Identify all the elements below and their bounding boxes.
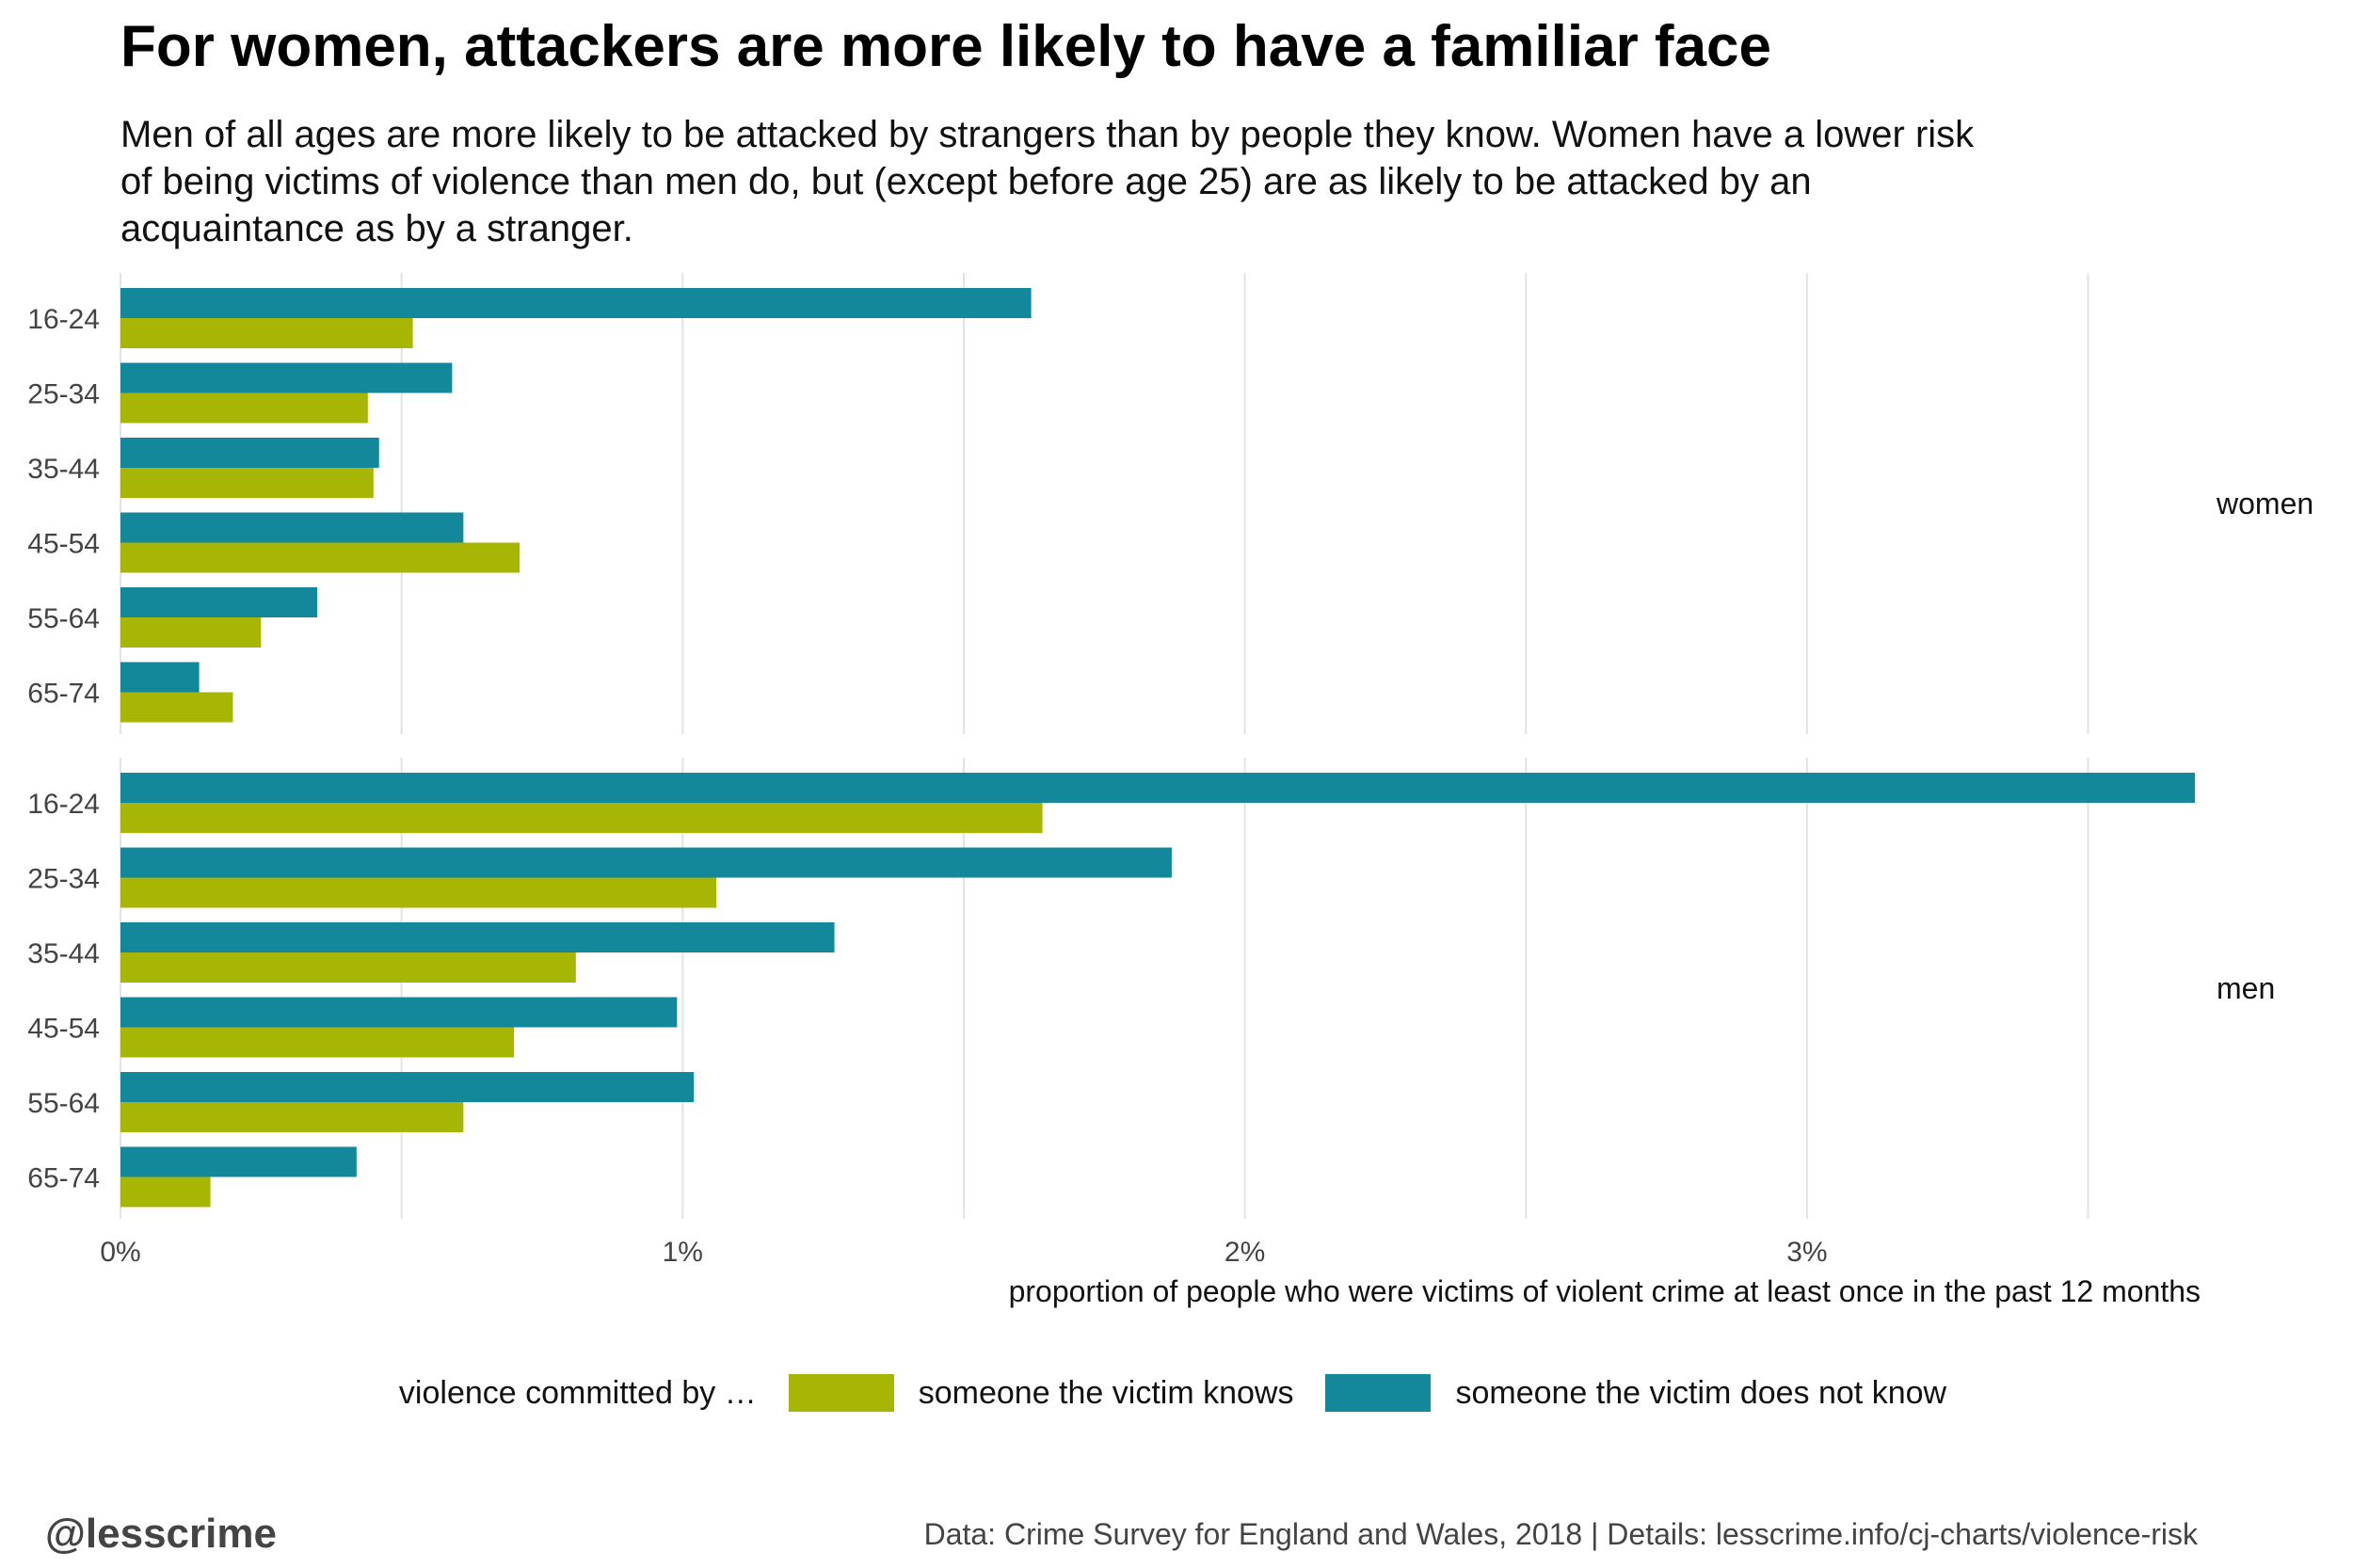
- bar-known-men-65-74: [120, 1176, 211, 1208]
- legend: violence committed by … someone the vict…: [0, 1374, 2353, 1412]
- bar-known-women-25-34: [120, 392, 368, 424]
- bar-unknown-women-16-24: [120, 288, 1032, 318]
- y-tick-label: 16-24: [27, 304, 100, 335]
- bar-unknown-women-55-64: [120, 587, 318, 617]
- bar-known-men-25-34: [120, 877, 717, 908]
- bar-known-men-16-24: [120, 803, 1043, 833]
- x-axis-label: proportion of people who were victims of…: [1009, 1274, 2201, 1308]
- legend-label-unknown: someone the victim does not know: [1455, 1374, 1947, 1411]
- bar-known-women-35-44: [120, 468, 374, 498]
- bar-known-women-65-74: [120, 692, 233, 723]
- y-tick-label: 25-34: [27, 864, 100, 895]
- data-source-caption: Data: Crime Survey for England and Wales…: [923, 1517, 2198, 1551]
- bar-known-men-45-54: [120, 1027, 515, 1058]
- bar-chart: 16-24 25-34 35-44 45-54 55-64 65-74 women 16-24…: [27, 273, 2313, 1308]
- bar-unknown-men-16-24: [120, 773, 2196, 803]
- x-tick-label: 0%: [100, 1237, 140, 1268]
- y-tick-label: 65-74: [27, 1163, 100, 1194]
- y-tick-label: 35-44: [27, 454, 100, 485]
- bar-known-women-45-54: [120, 542, 520, 573]
- bar-unknown-men-45-54: [120, 997, 678, 1028]
- bar-unknown-men-35-44: [120, 922, 835, 952]
- chart-subtitle: Men of all ages are more likely to be at…: [120, 114, 1975, 249]
- legend-swatch-known: [788, 1374, 894, 1412]
- bar-unknown-women-45-54: [120, 512, 464, 543]
- y-tick-label: 45-54: [27, 1014, 100, 1045]
- facet-label-men: men: [2217, 971, 2275, 1005]
- bar-unknown-men-55-64: [120, 1072, 695, 1102]
- bar-unknown-men-65-74: [120, 1146, 357, 1177]
- x-tick-label: 3%: [1786, 1237, 1827, 1268]
- bar-known-men-55-64: [120, 1102, 464, 1132]
- y-tick-label: 65-74: [27, 679, 100, 710]
- y-tick-label: 55-64: [27, 603, 100, 634]
- y-tick-label: 25-34: [27, 379, 100, 410]
- x-tick-label: 2%: [1225, 1237, 1265, 1268]
- legend-title: violence committed by …: [398, 1374, 757, 1411]
- y-tick-label: 16-24: [27, 789, 100, 820]
- y-tick-label: 55-64: [27, 1088, 100, 1119]
- bar-unknown-men-25-34: [120, 847, 1172, 878]
- bar-unknown-women-35-44: [120, 438, 379, 468]
- y-tick-label: 45-54: [27, 529, 100, 560]
- x-tick-label: 1%: [663, 1237, 703, 1268]
- bar-unknown-women-65-74: [120, 662, 200, 693]
- legend-swatch-unknown: [1325, 1374, 1432, 1412]
- facet-label-women: women: [2216, 487, 2313, 520]
- bar-known-women-55-64: [120, 617, 262, 648]
- bar-known-men-35-44: [120, 952, 576, 983]
- bar-unknown-women-25-34: [120, 362, 453, 393]
- author-handle: @lesscrime: [45, 1511, 277, 1557]
- bar-known-women-16-24: [120, 318, 413, 348]
- y-tick-label: 35-44: [27, 938, 100, 969]
- legend-label-known: someone the victim knows: [918, 1374, 1294, 1411]
- chart-title: For women, attackers are more likely to …: [120, 14, 1772, 79]
